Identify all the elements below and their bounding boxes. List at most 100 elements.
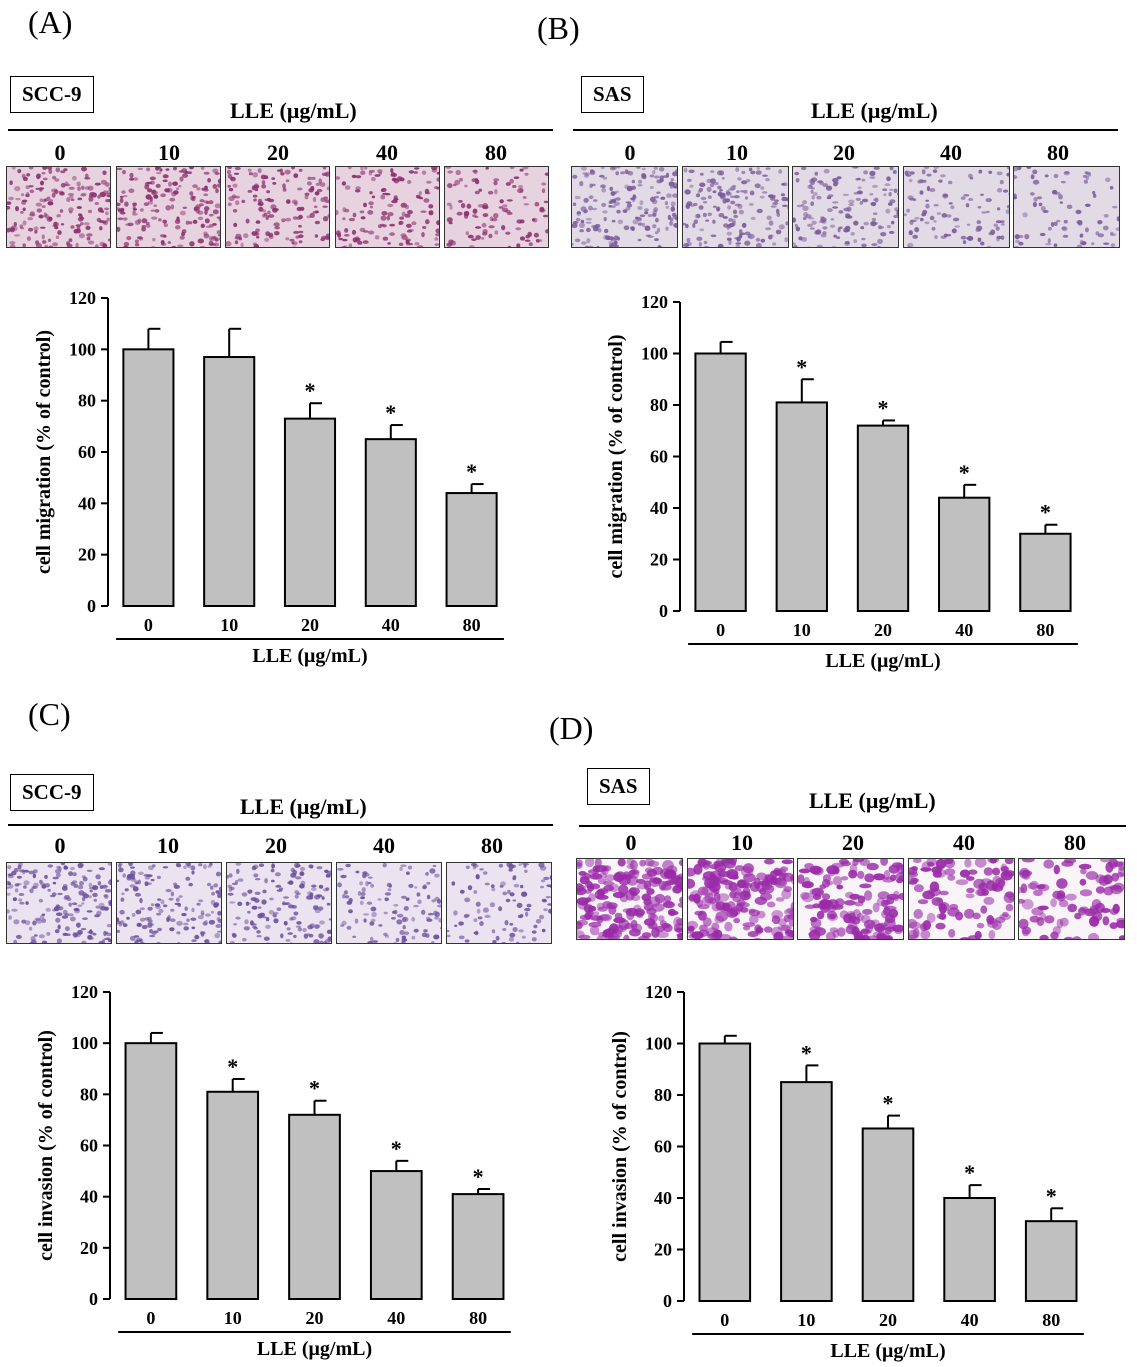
y-tick-label: 40 — [650, 498, 668, 518]
bar — [206, 1090, 260, 1300]
significance-marker: * — [385, 400, 396, 425]
concentration-label: 80 — [481, 833, 503, 858]
bar — [445, 492, 498, 608]
x-tick-label: 80 — [1036, 620, 1054, 640]
micrograph-image — [792, 166, 899, 248]
bar — [780, 1081, 833, 1302]
y-tick-label: 20 — [650, 550, 668, 570]
concentration-label: 80 — [1064, 830, 1086, 855]
panel-b: (B) SAS LLE (μg/mL) 0 20 40 60 80 100 120 cell … — [537, 0, 1137, 683]
lle-header-label: LLE (μg/mL) — [230, 98, 357, 123]
x-tick-label: 40 — [955, 620, 973, 640]
micrograph-image — [444, 166, 549, 248]
x-tick-label: 80 — [469, 1308, 487, 1328]
panel-letter: (A) — [28, 4, 73, 40]
x-tick-label: 10 — [224, 1308, 242, 1328]
cell-line-label: SAS — [587, 768, 650, 805]
y-tick-label: 120 — [645, 982, 672, 1002]
significance-marker: * — [305, 378, 316, 403]
y-tick-label: 40 — [78, 493, 96, 513]
bar — [364, 438, 417, 607]
y-tick-label: 0 — [89, 1289, 98, 1309]
panel-a: (A) SCC-9 LLE (μg/mL) 0 20 40 60 80 100 120 cel… — [0, 0, 568, 683]
x-axis-label: LLE (μg/mL) — [252, 645, 367, 667]
x-tick-label: 10 — [220, 615, 238, 635]
x-tick-label: 0 — [146, 1308, 155, 1328]
concentration-label: 0 — [624, 140, 636, 165]
concentration-label: 20 — [842, 830, 864, 855]
micrograph-image — [797, 858, 904, 940]
x-tick-label: 20 — [879, 1310, 897, 1330]
concentration-label: 0 — [54, 140, 66, 165]
micrograph-image — [902, 166, 1010, 248]
y-tick-label: 0 — [663, 1291, 672, 1311]
concentration-label: 0 — [54, 833, 66, 858]
y-tick-label: 120 — [641, 292, 668, 312]
significance-marker: * — [473, 1164, 484, 1189]
x-tick-label: 20 — [301, 615, 319, 635]
bar — [283, 417, 337, 607]
bar — [1024, 1220, 1078, 1302]
micrograph-image — [6, 166, 111, 248]
y-tick-label: 60 — [650, 447, 668, 467]
y-tick-label: 120 — [69, 288, 96, 308]
header-rule — [579, 825, 1126, 827]
x-tick-label: 0 — [144, 615, 153, 635]
micrograph-image — [336, 862, 442, 944]
significance-marker: * — [1040, 500, 1051, 525]
bar — [124, 1042, 178, 1300]
y-tick-label: 60 — [78, 442, 96, 462]
significance-marker: * — [964, 1160, 975, 1185]
bar — [122, 348, 175, 607]
significance-marker: * — [883, 1091, 894, 1116]
lle-header-label: LLE (μg/mL) — [809, 788, 936, 813]
y-tick-label: 20 — [78, 545, 96, 565]
y-tick-label: 120 — [71, 982, 98, 1002]
significance-marker: * — [878, 395, 889, 420]
y-axis-label: cell invasion (% of control) — [35, 1030, 57, 1261]
panel-letter: (C) — [28, 696, 71, 732]
micrograph-image — [571, 166, 678, 248]
y-axis-label: cell invasion (% of control) — [609, 1031, 631, 1262]
x-tick-label: 10 — [797, 1310, 815, 1330]
micrograph-image — [6, 862, 112, 944]
y-tick-label: 60 — [80, 1136, 98, 1156]
concentration-label: 40 — [953, 830, 975, 855]
y-tick-label: 40 — [80, 1187, 98, 1207]
x-tick-label: 40 — [961, 1310, 979, 1330]
bar — [288, 1113, 341, 1300]
y-tick-label: 60 — [654, 1137, 672, 1157]
significance-marker: * — [959, 460, 970, 485]
y-axis-label: cell migration (% of control) — [605, 334, 627, 578]
concentration-label: 40 — [940, 140, 962, 165]
bar — [203, 356, 256, 607]
header-rule — [8, 824, 553, 826]
bar — [698, 1042, 752, 1302]
cell-line-label: SAS — [581, 76, 644, 113]
panel-letter: (D) — [549, 710, 594, 746]
panel-d: (D) SAS LLE (μg/mL) 0 20 40 60 80 100 120 cell … — [549, 684, 1137, 1367]
micrograph-image — [686, 858, 794, 940]
significance-marker: * — [309, 1076, 320, 1101]
x-axis-label: LLE (μg/mL) — [825, 650, 940, 672]
significance-marker: * — [466, 459, 477, 484]
y-tick-label: 20 — [654, 1240, 672, 1260]
x-tick-label: 80 — [463, 615, 481, 635]
bar — [943, 1197, 996, 1302]
bar — [694, 352, 747, 612]
y-tick-label: 100 — [645, 1034, 672, 1054]
bar — [938, 496, 991, 613]
significance-marker: * — [391, 1136, 402, 1161]
significance-marker: * — [227, 1054, 238, 1079]
micrograph-image — [907, 858, 1015, 940]
significance-marker: * — [801, 1040, 812, 1065]
x-axis-label: LLE (μg/mL) — [830, 1340, 945, 1362]
bar — [861, 1127, 915, 1302]
micrograph-image — [681, 166, 789, 248]
x-tick-label: 40 — [382, 615, 400, 635]
y-tick-label: 80 — [650, 395, 668, 415]
x-axis-label: LLE (μg/mL) — [257, 1338, 372, 1360]
x-tick-label: 20 — [306, 1308, 324, 1328]
